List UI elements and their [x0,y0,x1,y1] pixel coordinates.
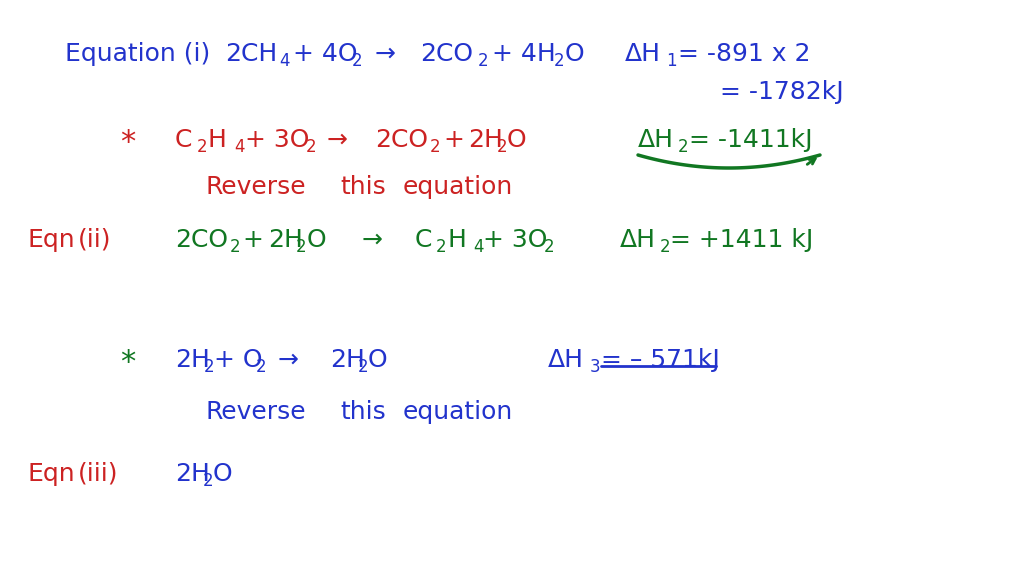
Text: O: O [307,228,327,252]
Text: = – 571kJ: = – 571kJ [601,348,720,372]
Text: 2CO: 2CO [175,228,228,252]
Text: this: this [340,175,386,199]
Text: (iii): (iii) [78,462,119,486]
Text: 2H: 2H [175,462,210,486]
Text: O: O [213,462,232,486]
Text: Reverse: Reverse [205,175,305,199]
Text: 2: 2 [678,138,688,156]
Text: Reverse: Reverse [205,400,305,424]
Text: ΔH: ΔH [625,42,662,66]
Text: 2: 2 [430,138,440,156]
Text: 3: 3 [590,358,601,376]
Text: 4: 4 [473,238,483,256]
Text: 2: 2 [203,472,214,490]
Text: O: O [507,128,526,152]
Text: →: → [375,42,396,66]
Text: →: → [278,348,299,372]
Text: 2: 2 [230,238,241,256]
Text: 4: 4 [234,138,245,156]
Text: 2H: 2H [468,128,503,152]
Text: O: O [565,42,585,66]
Text: 2: 2 [256,358,266,376]
Text: = +1411 kJ: = +1411 kJ [670,228,813,252]
Text: 2: 2 [358,358,369,376]
Text: Eqn: Eqn [28,462,76,486]
Text: 2CO: 2CO [375,128,428,152]
Text: 2: 2 [554,52,564,70]
Text: this: this [340,400,386,424]
Text: equation: equation [403,400,513,424]
Text: +: + [443,128,464,152]
Text: ΔH: ΔH [620,228,656,252]
Text: 2: 2 [497,138,508,156]
Text: C: C [415,228,432,252]
Text: ΔH: ΔH [638,128,674,152]
Text: +: + [242,228,263,252]
Text: + 3O: + 3O [245,128,309,152]
Text: H: H [447,228,466,252]
Text: *: * [120,348,135,377]
Text: 1: 1 [666,52,677,70]
Text: *: * [120,128,135,157]
Text: 2: 2 [478,52,488,70]
Text: ΔH: ΔH [548,348,584,372]
Text: 2: 2 [544,238,555,256]
Text: = -891 x 2: = -891 x 2 [678,42,811,66]
Text: H: H [208,128,227,152]
Text: 2CH: 2CH [225,42,278,66]
Text: 2CO: 2CO [420,42,473,66]
Text: equation: equation [403,175,513,199]
Text: 2H: 2H [175,348,210,372]
Text: = -1782kJ: = -1782kJ [720,80,844,104]
Text: C: C [175,128,193,152]
Text: + 4H: + 4H [492,42,556,66]
Text: O: O [368,348,388,372]
Text: 2: 2 [352,52,362,70]
Text: 2H: 2H [268,228,303,252]
Text: 2: 2 [204,358,215,376]
Text: 2: 2 [436,238,446,256]
Text: + 3O: + 3O [483,228,548,252]
Text: →: → [362,228,383,252]
Text: →: → [327,128,348,152]
Text: Equation (i): Equation (i) [65,42,210,66]
Text: 2: 2 [296,238,306,256]
Text: (ii): (ii) [78,228,112,252]
Text: 2: 2 [197,138,208,156]
Text: 2H: 2H [330,348,365,372]
Text: 4: 4 [279,52,290,70]
Text: Eqn: Eqn [28,228,76,252]
Text: 2: 2 [660,238,671,256]
Text: 2: 2 [306,138,316,156]
Text: + 4O: + 4O [293,42,357,66]
Text: + O: + O [214,348,262,372]
Text: = -1411kJ: = -1411kJ [689,128,813,152]
